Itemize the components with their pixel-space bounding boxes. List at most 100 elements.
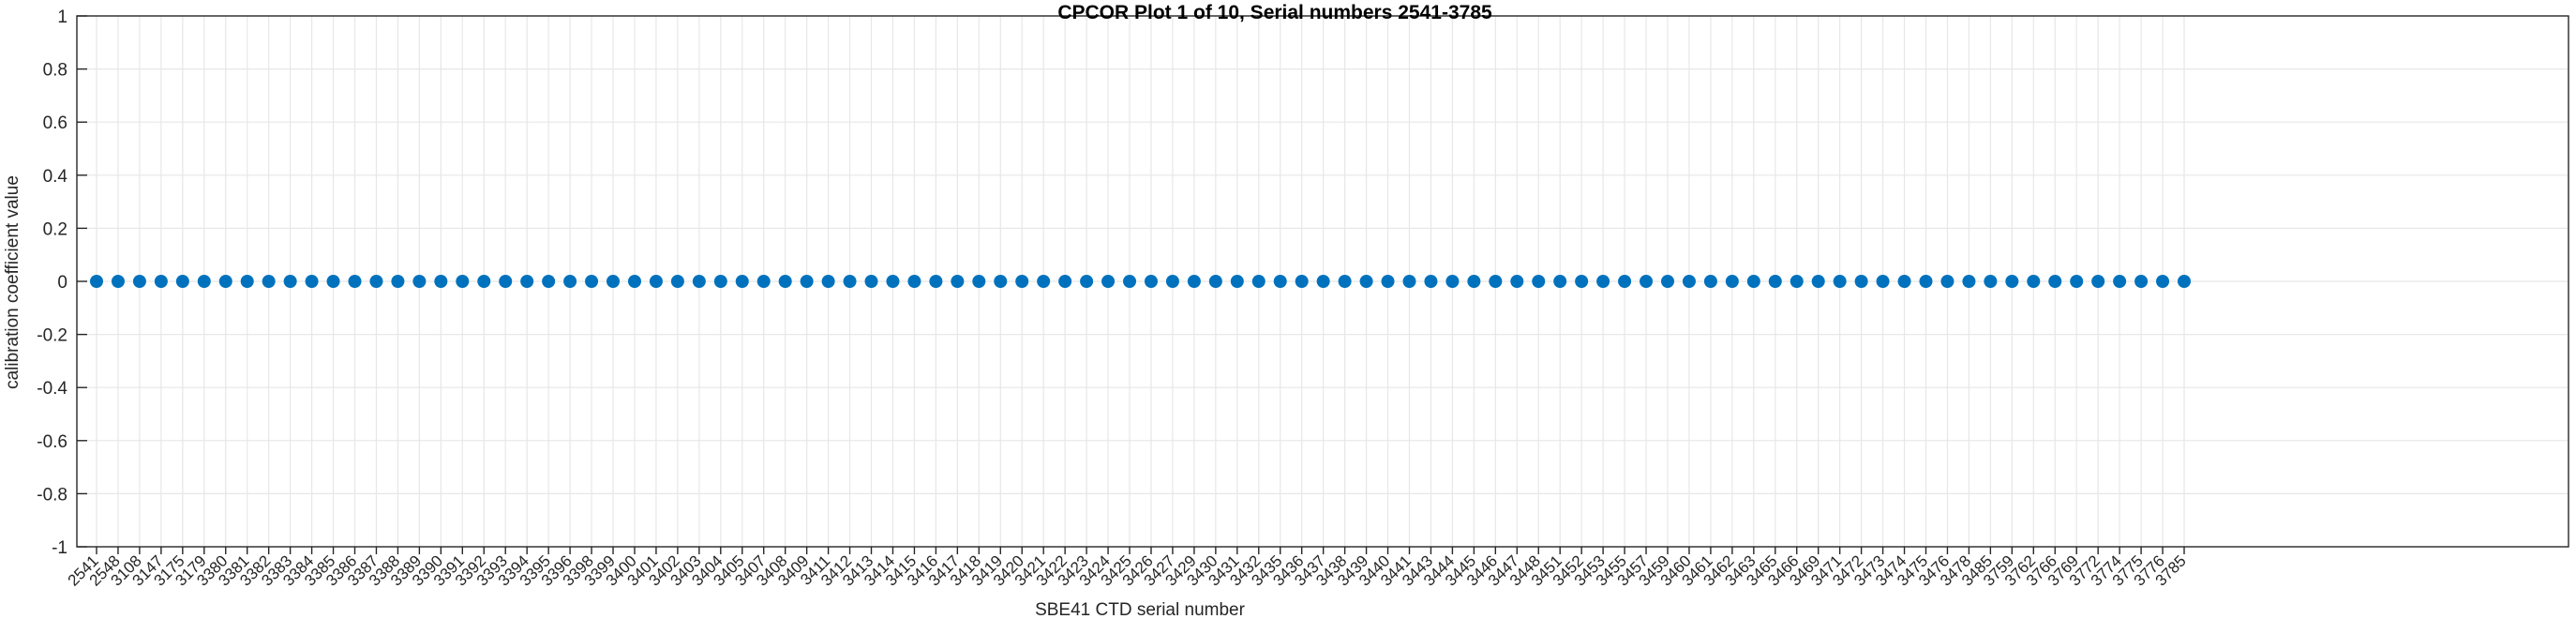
y-axis-label: calibration coefficient value [3,175,22,389]
data-point [2178,275,2191,288]
data-point [1532,275,1546,288]
data-point [1316,275,1330,288]
data-point [1703,275,1717,288]
data-point [1510,275,1524,288]
data-point [477,275,491,288]
data-point [951,275,965,288]
data-point [756,275,771,288]
data-point [218,275,232,288]
y-tick-label: 1 [57,8,67,27]
data-point [1015,275,1029,288]
data-point [1618,275,1632,288]
data-point [649,275,663,288]
data-point [2027,275,2041,288]
data-point [326,275,340,288]
data-point [1682,275,1696,288]
data-point [778,275,792,288]
data-point [132,275,146,288]
data-point [1144,275,1158,288]
data-point [305,275,319,288]
x-axis-label: SBE41 CTD serial number [1035,600,1245,620]
data-point [843,275,857,288]
data-point [1402,275,1416,288]
data-point [692,275,706,288]
data-point [154,275,168,288]
data-point [1811,275,1825,288]
y-tick-label: 0.4 [43,167,68,187]
y-tick-label: -0.6 [37,432,67,452]
data-point [994,275,1008,288]
data-point [1984,275,1998,288]
data-point [1575,275,1589,288]
data-point [1489,275,1503,288]
data-point [1273,275,1287,288]
chart-title: CPCOR Plot 1 of 10, Serial numbers 2541-… [1057,2,1492,23]
data-point [2005,275,2019,288]
data-point [1037,275,1051,288]
data-point [800,275,814,288]
data-point [262,275,276,288]
data-point [1746,275,1760,288]
data-point [821,275,835,288]
data-point [1080,275,1094,288]
y-tick-label: -1 [52,538,67,558]
data-point [1187,275,1201,288]
data-point [369,275,383,288]
data-point [929,275,943,288]
data-point [434,275,448,288]
y-tick-label: 0.8 [43,61,67,81]
data-point [1962,275,1976,288]
data-point [2048,275,2062,288]
data-point [585,275,599,288]
data-point [670,275,684,288]
data-point [111,275,125,288]
y-tick-label: 0 [57,273,67,293]
data-point [1467,275,1481,288]
data-point [1230,275,1244,288]
data-point [2134,275,2149,288]
data-point [1123,275,1137,288]
data-point [1381,275,1395,288]
data-point [1919,275,1933,288]
y-tick-label: -0.2 [37,326,67,346]
data-point [1445,275,1460,288]
data-point [1660,275,1674,288]
data-point [1058,275,1072,288]
data-point [1251,275,1266,288]
data-point [348,275,362,288]
data-point [607,275,621,288]
data-point [1854,275,1868,288]
data-point [197,275,211,288]
data-point [2113,275,2127,288]
data-point [499,275,513,288]
data-point [240,275,254,288]
data-point [1208,275,1222,288]
data-point [1640,275,1654,288]
data-point [563,275,577,288]
data-point [886,275,900,288]
data-point [520,275,534,288]
data-point [627,275,641,288]
y-tick-label: 0.6 [43,113,67,133]
data-point [1101,275,1116,288]
data-point [391,275,405,288]
data-point [1295,275,1309,288]
data-point [1876,275,1890,288]
data-point [1338,275,1352,288]
data-point [1359,275,1373,288]
data-point [1553,275,1567,288]
y-tick-label: -0.8 [37,485,67,505]
data-point [175,275,189,288]
data-point [1940,275,1954,288]
data-point [542,275,556,288]
data-point [907,275,921,288]
data-point [1596,275,1610,288]
y-tick-label: 0.2 [43,219,67,239]
data-point [90,275,103,288]
data-point [283,275,297,288]
data-point [1165,275,1179,288]
data-point [456,275,470,288]
data-point [1424,275,1438,288]
